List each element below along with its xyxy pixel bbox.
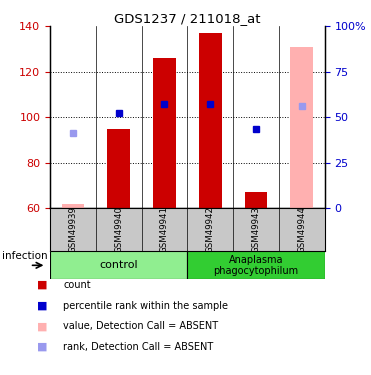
- Bar: [107, 129, 130, 208]
- Text: GSM49941: GSM49941: [160, 206, 169, 253]
- Text: GSM49942: GSM49942: [206, 206, 215, 253]
- Text: GSM49943: GSM49943: [252, 206, 260, 253]
- Text: ■: ■: [37, 342, 47, 352]
- Bar: [199, 33, 222, 208]
- Text: GSM49940: GSM49940: [114, 206, 123, 253]
- Bar: [153, 58, 176, 208]
- Bar: [50, 251, 187, 279]
- Title: GDS1237 / 211018_at: GDS1237 / 211018_at: [114, 12, 260, 25]
- Bar: [290, 47, 313, 208]
- Bar: [187, 251, 325, 279]
- Bar: [244, 192, 267, 208]
- Text: Anaplasma
phagocytophilum: Anaplasma phagocytophilum: [213, 255, 299, 276]
- Text: ■: ■: [37, 280, 47, 290]
- Text: percentile rank within the sample: percentile rank within the sample: [63, 301, 228, 310]
- Text: GSM49944: GSM49944: [297, 206, 306, 253]
- Text: ■: ■: [37, 301, 47, 310]
- Text: infection: infection: [2, 251, 47, 261]
- Text: GSM49939: GSM49939: [69, 206, 78, 253]
- Text: value, Detection Call = ABSENT: value, Detection Call = ABSENT: [63, 321, 218, 331]
- Bar: [62, 204, 85, 208]
- Text: count: count: [63, 280, 91, 290]
- Text: ■: ■: [37, 321, 47, 331]
- Text: control: control: [99, 260, 138, 270]
- Text: rank, Detection Call = ABSENT: rank, Detection Call = ABSENT: [63, 342, 213, 352]
